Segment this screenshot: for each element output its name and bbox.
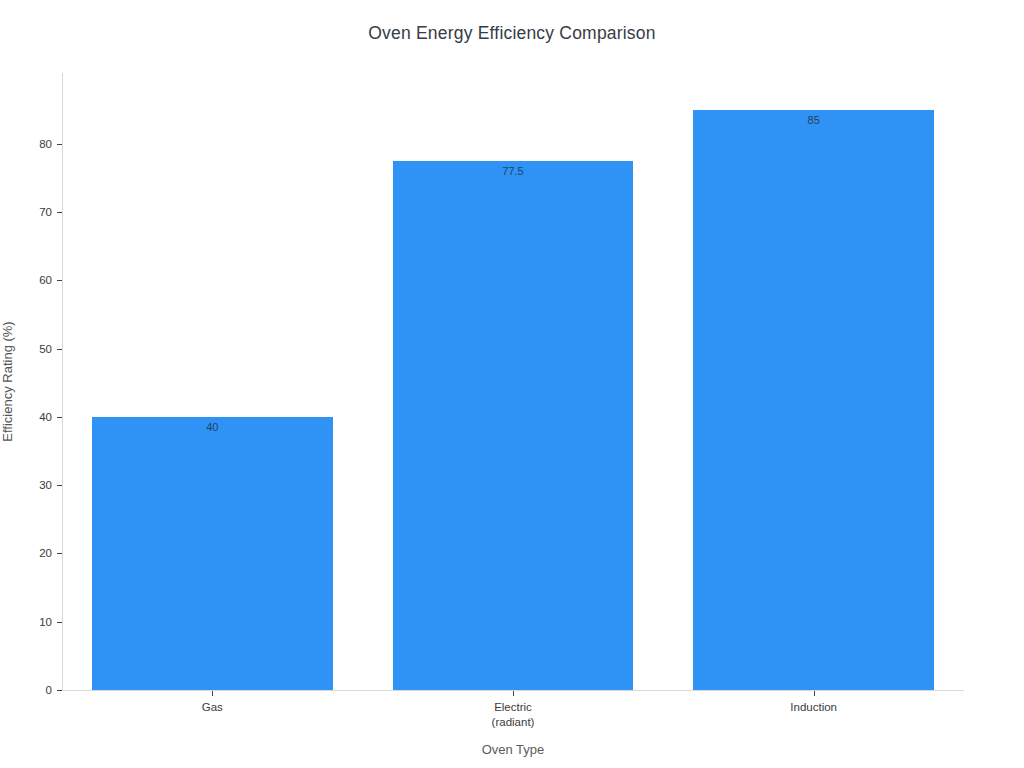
- y-tick-label: 40: [12, 411, 52, 423]
- y-tick: [57, 485, 62, 486]
- bar-value-label: 40: [92, 421, 333, 433]
- y-tick-label: 20: [12, 547, 52, 559]
- y-tick: [57, 417, 62, 418]
- y-tick: [57, 212, 62, 213]
- plot-area: 0102030405060708040Gas77.5Electric(radia…: [62, 73, 964, 690]
- bar-electric: [393, 161, 634, 690]
- x-tick: [212, 691, 213, 696]
- chart-title: Oven Energy Efficiency Comparison: [0, 23, 1024, 44]
- y-axis-title: Efficiency Rating (%): [0, 7, 15, 757]
- x-tick-label: Induction: [714, 700, 914, 715]
- y-tick-label: 50: [12, 343, 52, 355]
- y-tick-label: 30: [12, 479, 52, 491]
- bar-induction: [693, 110, 934, 690]
- bar-value-label: 77.5: [393, 165, 634, 177]
- y-tick-label: 80: [12, 138, 52, 150]
- y-tick: [57, 349, 62, 350]
- y-tick-label: 10: [12, 616, 52, 628]
- bar-gas: [92, 417, 333, 690]
- x-tick: [814, 691, 815, 696]
- y-tick-label: 70: [12, 206, 52, 218]
- y-tick: [57, 280, 62, 281]
- x-tick-label: Gas: [112, 700, 312, 715]
- y-tick: [57, 690, 62, 691]
- bar-value-label: 85: [693, 114, 934, 126]
- y-tick: [57, 553, 62, 554]
- x-axis-title: Oven Type: [62, 742, 964, 757]
- chart-page: Oven Energy Efficiency Comparison 010203…: [0, 0, 1024, 768]
- y-tick-label: 0: [12, 684, 52, 696]
- y-axis-line: [62, 73, 63, 690]
- y-tick-label: 60: [12, 274, 52, 286]
- x-tick-label: Electric(radiant): [413, 700, 613, 730]
- y-tick: [57, 144, 62, 145]
- x-tick: [513, 691, 514, 696]
- y-tick: [57, 622, 62, 623]
